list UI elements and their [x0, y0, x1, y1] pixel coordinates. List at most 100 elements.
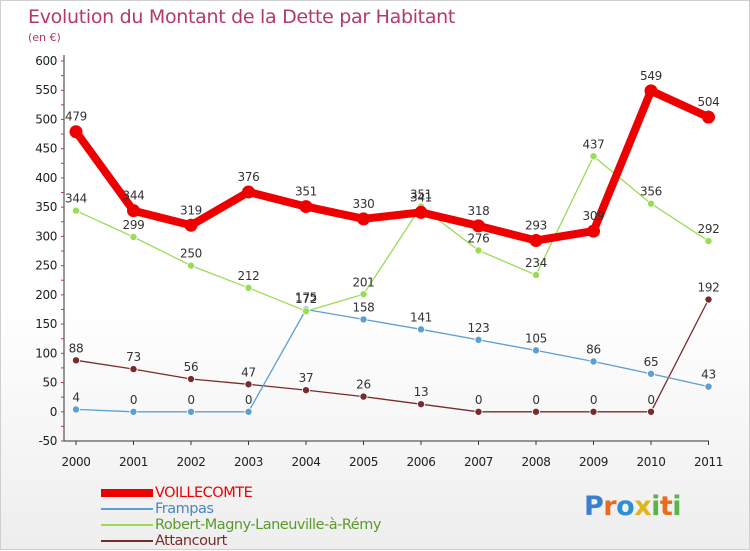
data-label: 26 [356, 378, 371, 392]
data-point [359, 392, 368, 401]
data-point [186, 375, 195, 384]
data-label: 192 [697, 281, 719, 295]
series-line [75, 298, 710, 413]
legend-label: Robert-Magny-Laneuville-à-Rémy [155, 517, 381, 533]
data-point [587, 224, 600, 238]
data-label: 86 [586, 342, 601, 356]
data-point [359, 315, 368, 324]
data-point [532, 270, 541, 279]
data-point [244, 407, 253, 416]
data-label: 0 [532, 393, 539, 407]
y-tick-label: 200 [35, 288, 57, 302]
data-point [647, 199, 656, 208]
legend-swatch [101, 508, 153, 510]
data-label: 0 [245, 393, 252, 407]
legend-label: Attancourt [155, 533, 227, 549]
data-point [474, 246, 483, 255]
data-point [474, 335, 483, 344]
data-point [644, 84, 658, 98]
data-point [129, 365, 138, 374]
legend-swatch [101, 489, 153, 497]
y-tick-label: 550 [35, 83, 57, 97]
data-label: 293 [525, 218, 547, 232]
data-point [472, 219, 485, 233]
data-label: 37 [299, 371, 314, 385]
data-point [416, 325, 425, 334]
x-tick-label: 2011 [694, 455, 723, 469]
chart-title: Evolution du Montant de la Dette par Hab… [28, 6, 456, 28]
data-label: 212 [237, 269, 259, 283]
legend-swatch [101, 524, 153, 526]
legend-label: VOILLECOMTE [155, 485, 253, 501]
series-line [72, 86, 713, 245]
logo-letter: i [672, 491, 682, 522]
data-point [357, 212, 370, 226]
data-label: 318 [467, 204, 489, 218]
y-tick-label: 300 [35, 229, 57, 243]
data-label: 4 [72, 390, 79, 404]
x-tick-label: 2002 [177, 455, 206, 469]
data-label: 0 [647, 393, 654, 407]
data-point [589, 407, 598, 416]
y-tick-label: -50 [39, 434, 57, 448]
data-point [244, 380, 253, 389]
data-label: 479 [65, 110, 87, 124]
data-label: 0 [187, 393, 194, 407]
data-point [299, 200, 313, 214]
x-tick-label: 2001 [119, 455, 148, 469]
data-label: 344 [65, 192, 87, 206]
data-label: 141 [410, 310, 432, 324]
chart-subtitle: (en €) [28, 31, 61, 44]
series-line [75, 155, 710, 312]
data-point [244, 283, 253, 292]
data-point [529, 233, 543, 247]
data-point [72, 405, 81, 414]
data-label: 65 [644, 355, 659, 369]
data-label: 250 [180, 247, 202, 261]
data-label: 56 [184, 360, 199, 374]
data-point [589, 357, 598, 366]
data-point [704, 382, 713, 391]
data-point [474, 407, 483, 416]
data-point [589, 152, 598, 161]
data-label: 351 [410, 188, 432, 202]
data-point [704, 295, 713, 304]
data-label: 376 [237, 170, 259, 184]
y-tick-label: 50 [43, 376, 57, 390]
logo-letter: r [603, 491, 617, 522]
data-label: 43 [701, 368, 716, 382]
axes: -500501001502002503003504004505005506002… [35, 54, 723, 469]
series-line [75, 308, 710, 413]
data-point [129, 407, 138, 416]
proxiti-logo: Proxiti [584, 491, 682, 522]
logo-letter: x [634, 491, 652, 522]
data-label: 172 [295, 292, 317, 306]
data-point [702, 110, 715, 124]
data-label: 0 [475, 393, 482, 407]
data-label: 276 [467, 231, 489, 245]
y-tick-label: 0 [50, 405, 57, 419]
data-label: 330 [352, 197, 374, 211]
data-point [72, 356, 81, 365]
data-point [242, 185, 255, 199]
y-tick-label: 400 [35, 171, 57, 185]
y-tick-label: 600 [35, 54, 57, 68]
data-label: 341 [410, 190, 432, 204]
data-label: 351 [295, 185, 317, 199]
x-tick-label: 2009 [579, 455, 608, 469]
logo-letter: t [659, 491, 673, 522]
data-label: 437 [582, 137, 604, 151]
data-label: 356 [640, 185, 662, 199]
data-point [532, 346, 541, 355]
data-label: 47 [241, 365, 256, 379]
series-0 [69, 84, 715, 247]
data-point [301, 386, 310, 395]
data-point [186, 261, 195, 270]
data-label: 319 [180, 203, 202, 217]
data-label: 0 [590, 393, 597, 407]
x-tick-label: 2010 [637, 455, 666, 469]
data-label: 299 [122, 218, 144, 232]
logo-letter: i [651, 491, 660, 522]
data-point [301, 307, 310, 316]
